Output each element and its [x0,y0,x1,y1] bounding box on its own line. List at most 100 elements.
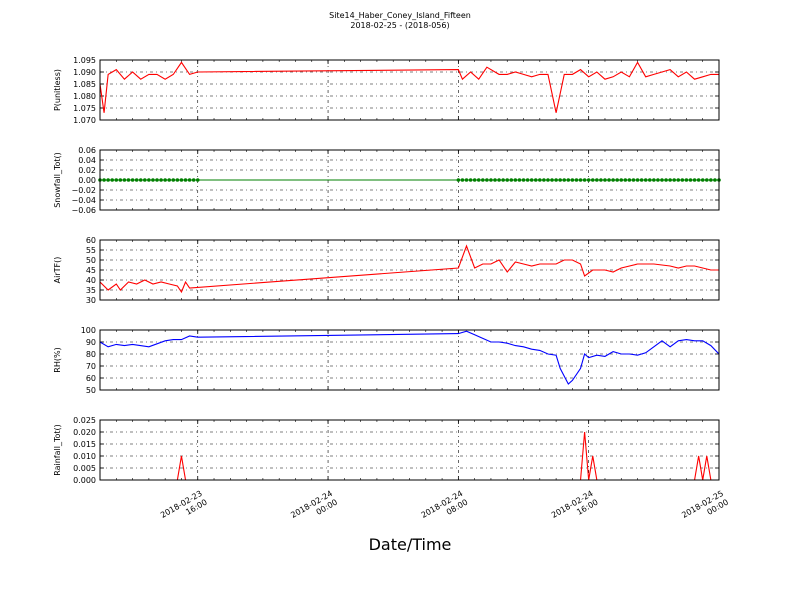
data-point [595,178,599,182]
data-point [668,178,672,182]
data-point [533,178,538,182]
data-point [676,178,681,182]
data-point [489,178,493,182]
data-point [635,178,640,182]
data-point [167,178,172,182]
y-tick-label: 50 [86,256,96,265]
chart-subtitle: 2018-02-25 - (2018-056) [350,21,450,30]
data-point [550,178,554,182]
data-point [517,178,522,182]
data-point [692,178,697,182]
y-axis-label: RH(%) [53,347,62,372]
data-point [493,178,497,182]
y-tick-label: 40 [86,276,96,285]
data-point [546,178,550,182]
data-point [611,178,615,182]
data-point [643,178,648,182]
data-point [688,178,693,182]
data-point [163,178,167,182]
data-point [696,178,701,182]
data-point [187,178,192,182]
data-point [582,178,587,182]
data-point [468,178,473,182]
data-point [501,178,505,182]
y-tick-label: 0.02 [78,166,96,175]
y-tick-label: −0.04 [71,196,96,205]
panel-2: −0.06−0.04−0.020.000.020.040.06 Snowfall_… [53,146,721,215]
y-tick-label: 100 [81,326,96,335]
data-point [566,178,571,182]
data-point [623,178,628,182]
y-axis-label: Rainfall_Tot() [53,424,62,476]
data-point [574,178,579,182]
data-point [578,178,583,182]
data-point [656,178,660,182]
y-tick-label: 45 [86,266,96,275]
data-point [175,178,180,182]
series-line [100,431,719,481]
data-point [586,178,591,182]
y-tick-label: 35 [86,286,96,295]
y-tick-label: 60 [86,374,96,383]
data-point [497,178,501,182]
data-point [456,178,461,182]
data-point [505,178,510,182]
panel-5: 0.000 0.005 0.010 0.015 0.020 0.025 Rainfall_T… [53,416,730,520]
data-point [183,178,188,182]
data-point [155,178,159,182]
data-point [521,178,526,182]
y-tick-label: 1.080 [73,92,96,101]
y-tick-label: 60 [86,236,96,245]
data-point [652,178,656,182]
data-point [134,178,139,182]
chart-title: Site14_Haber_Coney_Island_Fifteen [329,11,471,20]
axes-frame [99,419,720,481]
data-point [485,178,489,182]
data-point [114,178,119,182]
y-tick-label: 0.015 [73,440,96,449]
y-tick-label: 1.090 [73,68,96,77]
data-point [191,178,196,182]
data-point [147,178,151,182]
data-point [542,178,546,182]
data-point [627,178,632,182]
y-tick-label: −0.02 [71,186,96,195]
data-point [603,178,607,182]
y-tick-label: 55 [86,246,96,255]
data-point [704,178,709,182]
series-line [99,61,719,113]
data-point [464,178,469,182]
y-tick-label: 50 [86,386,96,395]
data-point [151,178,155,182]
data-point [672,178,677,182]
data-point [529,178,534,182]
data-point [680,178,685,182]
data-point [481,178,485,182]
y-tick-label: 0.00 [78,176,96,185]
y-tick-label: 1.075 [73,104,96,113]
y-tick-label: 1.070 [73,116,96,125]
y-tick-label: 0.020 [73,428,96,437]
y-tick-label: 1.085 [73,80,96,89]
y-tick-label: 0.000 [73,476,96,485]
data-point [684,178,689,182]
data-point [570,178,575,182]
data-point [590,178,595,182]
data-point [130,178,135,182]
data-point [513,178,518,182]
data-point [619,178,624,182]
data-point [664,178,668,182]
data-point [538,178,542,182]
axes-frame [99,149,720,211]
data-point [509,178,514,182]
axes-frame [99,329,720,391]
y-tick-label: 70 [86,362,96,371]
data-point [126,178,131,182]
y-tick-label: 0.025 [73,416,96,425]
